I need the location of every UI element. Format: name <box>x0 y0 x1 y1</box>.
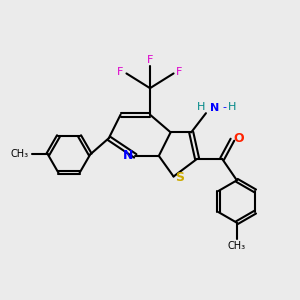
Text: H: H <box>196 102 205 112</box>
Text: F: F <box>147 55 153 65</box>
Text: CH₃: CH₃ <box>11 149 29 159</box>
Text: N: N <box>123 149 133 162</box>
Text: F: F <box>176 67 183 77</box>
Text: F: F <box>117 67 124 77</box>
Text: -: - <box>222 102 226 112</box>
Text: CH₃: CH₃ <box>228 241 246 251</box>
Text: H: H <box>228 102 237 112</box>
Text: S: S <box>175 172 184 184</box>
Text: N: N <box>210 103 219 113</box>
Text: O: O <box>233 132 244 145</box>
